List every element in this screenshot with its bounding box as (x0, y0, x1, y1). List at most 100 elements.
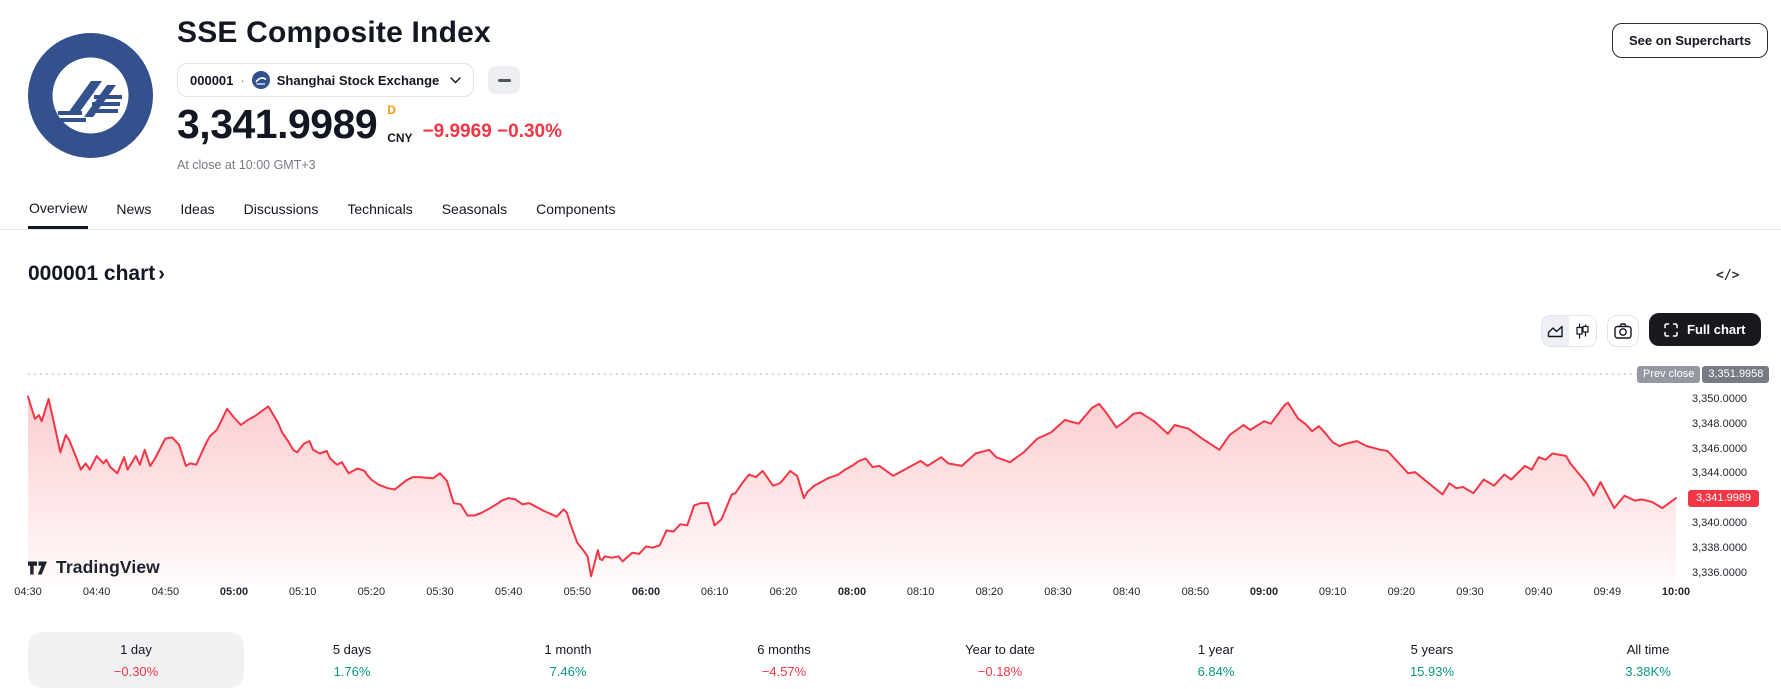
tab-ideas[interactable]: Ideas (179, 199, 215, 229)
exchange-name: Shanghai Stock Exchange (276, 72, 440, 88)
last-price-badge: 3,341.9989 (1688, 489, 1760, 507)
market-status-flag: D (387, 103, 396, 117)
period-change-value: 15.93% (1409, 663, 1455, 679)
period-label: Year to date (965, 641, 1035, 657)
separator-dot: · (240, 72, 245, 88)
time-axis-label: 06:20 (769, 586, 798, 598)
price-axis-label: 3,340.0000 (1692, 516, 1748, 529)
tab-discussions[interactable]: Discussions (243, 199, 320, 229)
area-chart-icon (1547, 325, 1563, 338)
time-axis-label: 05:20 (357, 586, 386, 598)
period-change-value: −4.57% (761, 663, 807, 679)
price-axis-label: 3,346.0000 (1692, 442, 1748, 455)
period-change-value: 7.46% (549, 663, 587, 679)
time-axis-label: 09:20 (1387, 586, 1416, 598)
see-on-supercharts-button[interactable]: See on Supercharts (1612, 23, 1769, 58)
period-label: All time (1626, 641, 1670, 657)
tradingview-logo-icon (28, 561, 47, 574)
period-6-months[interactable]: 6 months −4.57% (676, 632, 892, 688)
tab-bar: Overview News Ideas Discussions Technicals Se… (0, 199, 1781, 230)
tab-overview[interactable]: Overview (28, 199, 89, 229)
time-axis-label: 06:10 (700, 586, 729, 598)
symbol-code: 000001 (190, 72, 234, 88)
full-chart-label: Full chart (1687, 322, 1746, 337)
period-label: 5 days (332, 641, 372, 657)
period-5-years[interactable]: 5 years 15.93% (1324, 632, 1540, 688)
time-axis-label: 10:00 (1661, 586, 1691, 598)
period-label: 6 months (757, 641, 811, 657)
chevron-down-icon (450, 76, 462, 84)
time-axis-label: 05:50 (563, 586, 592, 598)
time-axis-label: 04:30 (14, 586, 42, 598)
section-title[interactable]: 000001 chart › (28, 262, 165, 286)
price-axis-label: 3,350.0000 (1692, 392, 1748, 405)
fullscreen-icon (1664, 322, 1678, 337)
period-1-year[interactable]: 1 year 6.84% (1108, 632, 1324, 688)
tradingview-watermark[interactable]: TradingView (27, 557, 160, 578)
period-change-value: −0.18% (977, 663, 1023, 679)
period-performance-bar: 1 day −0.30% 5 days 1.76% 1 month 7.46% 6 mont… (28, 632, 1756, 688)
tab-technicals[interactable]: Technicals (346, 199, 413, 229)
camera-icon (1614, 323, 1632, 339)
period-all-time[interactable]: All time 3.38K% (1540, 632, 1756, 688)
tab-news[interactable]: News (115, 199, 152, 229)
sse-logo (28, 33, 153, 158)
time-axis-label: 05:40 (494, 586, 523, 598)
time-axis-label: 09:00 (1249, 586, 1279, 598)
symbol-exchange-dropdown[interactable]: 000001 · Shanghai Stock Exchange (177, 63, 475, 97)
full-chart-button[interactable]: Full chart (1649, 313, 1761, 346)
period-change-value: 6.84% (1197, 663, 1235, 679)
currency-label: CNY (387, 131, 413, 145)
period-change-value: 1.76% (333, 663, 371, 679)
area-chart-style-button[interactable] (1542, 316, 1569, 346)
period-change-value: −0.30% (113, 663, 159, 679)
time-axis-label: 08:40 (1112, 586, 1141, 598)
time-axis-label: 09:40 (1524, 586, 1553, 598)
time-axis-label: 09:30 (1456, 586, 1484, 598)
chevron-right-icon: › (158, 262, 165, 285)
candles-chart-style-button[interactable] (1569, 316, 1596, 346)
prev-close-label: Prev close (1637, 365, 1701, 383)
minus-icon (497, 78, 511, 82)
period-label: 1 month (544, 641, 592, 657)
remove-from-watchlist-button[interactable] (488, 66, 521, 94)
exchange-logo-icon (251, 71, 270, 89)
price-axis-label: 3,344.0000 (1692, 467, 1748, 480)
candles-icon (1576, 323, 1589, 339)
tab-seasonals[interactable]: Seasonals (441, 199, 508, 229)
embed-code-icon[interactable]: </> (1716, 268, 1740, 283)
time-axis-label: 05:00 (219, 586, 249, 598)
time-axis-label: 09:10 (1318, 586, 1347, 598)
time-axis-label: 04:40 (82, 586, 111, 598)
close-note: At close at 10:00 GMT+3 (177, 158, 316, 172)
period-label: 1 year (1197, 641, 1235, 657)
period-year-to-date[interactable]: Year to date −0.18% (892, 632, 1108, 688)
period-label: 1 day (120, 641, 152, 657)
prev-close-badge: Prev close 3,351.9958 (1637, 365, 1770, 383)
time-axis-label: 08:00 (837, 586, 867, 598)
tradingview-watermark-text: TradingView (56, 557, 160, 577)
time-axis-label: 08:50 (1181, 586, 1210, 598)
period-1-month[interactable]: 1 month 7.46% (460, 632, 676, 688)
time-axis-label: 06:00 (631, 586, 661, 598)
period-1-day[interactable]: 1 day −0.30% (28, 632, 244, 688)
time-axis-label: 08:30 (1044, 586, 1072, 598)
price-change: −9.9969 −0.30% (422, 121, 563, 142)
section-title-text: 000001 chart (28, 262, 156, 285)
time-axis-label: 04:50 (151, 586, 180, 598)
period-change-value: 3.38K% (1625, 663, 1671, 679)
time-axis-label: 08:10 (906, 586, 935, 598)
chart-style-toggle (1541, 315, 1597, 347)
period-5-days[interactable]: 5 days 1.76% (244, 632, 460, 688)
time-axis-label: 05:10 (288, 586, 317, 598)
snapshot-button[interactable] (1607, 315, 1639, 347)
prev-close-value: 3,351.9958 (1702, 365, 1770, 383)
area-fill (28, 396, 1676, 584)
last-price: 3,341.9989 (177, 101, 378, 147)
time-axis-label: 05:30 (426, 586, 454, 598)
time-axis-label: 09:49 (1593, 586, 1622, 598)
tab-components[interactable]: Components (535, 199, 616, 229)
price-axis-label: 3,348.0000 (1692, 417, 1748, 430)
time-axis-label: 08:20 (975, 586, 1004, 598)
price-axis-label: 3,338.0000 (1692, 541, 1748, 554)
